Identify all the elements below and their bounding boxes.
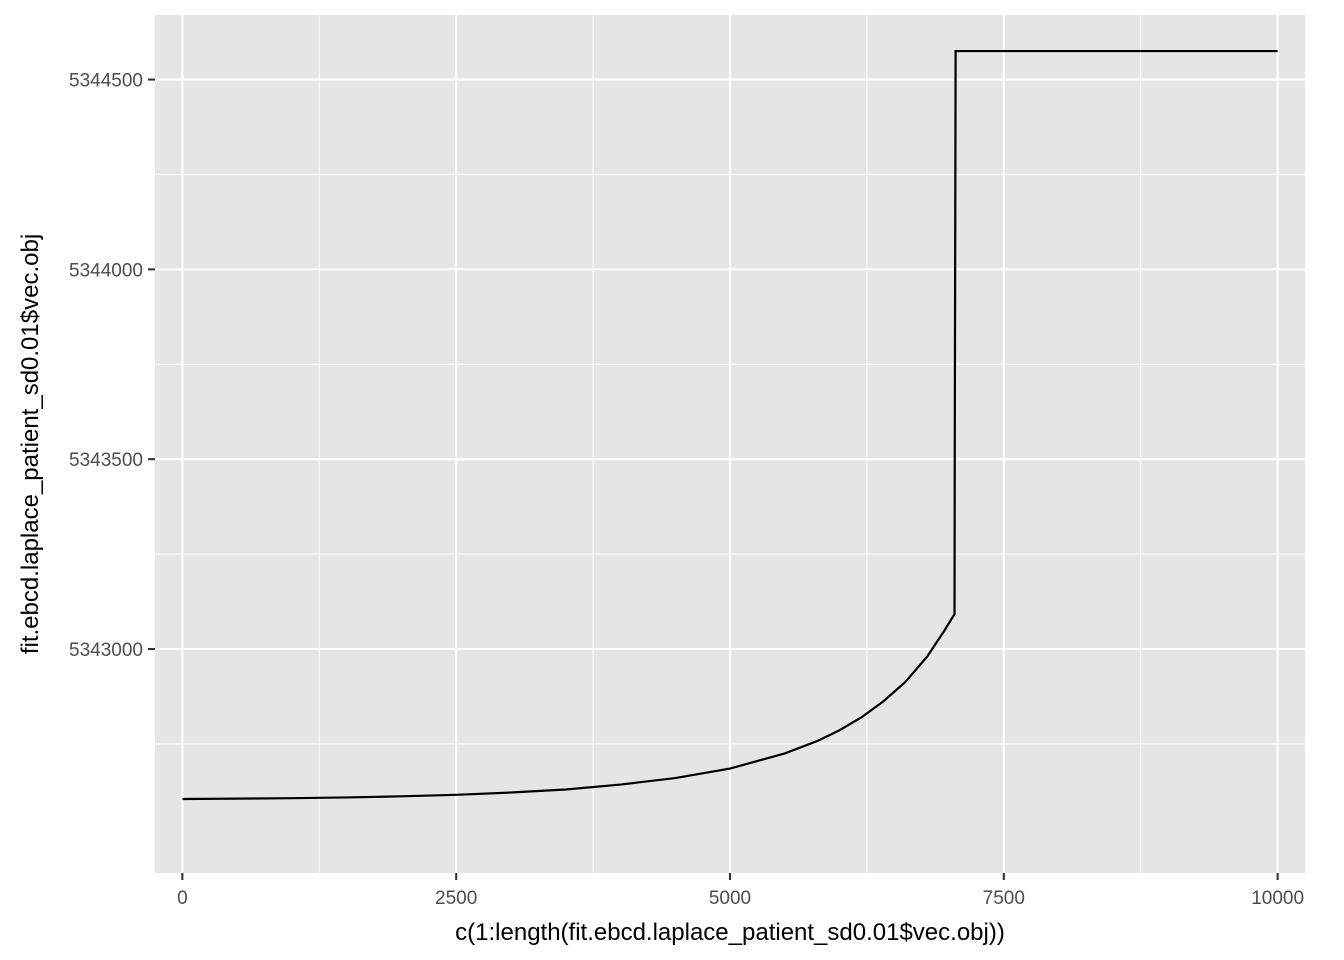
- y-axis-title: fit.ebcd.laplace_patient_sd0.01$vec.obj: [17, 234, 44, 654]
- y-tick-label: 5344000: [69, 260, 143, 281]
- x-tick-label: 2500: [435, 888, 477, 909]
- x-tick-label: 0: [177, 888, 188, 909]
- series-line: [182, 49, 1278, 801]
- y-tick-label: 5344500: [69, 71, 143, 92]
- x-tick-label: 7500: [983, 888, 1025, 909]
- y-tick-label: 5343500: [69, 450, 143, 471]
- y-axis: 5343000 5343500 5344000 5344500: [69, 71, 155, 661]
- series-layer: [182, 49, 1278, 801]
- x-axis-title: c(1:length(fit.ebcd.laplace_patient_sd0.…: [455, 919, 1005, 946]
- major-gridlines: [155, 15, 1305, 873]
- x-axis: 0 2500 5000 7500 10000: [177, 873, 1304, 909]
- x-tick-label: 5000: [709, 888, 751, 909]
- x-tick-label: 10000: [1251, 888, 1304, 909]
- y-tick-label: 5343000: [69, 640, 143, 661]
